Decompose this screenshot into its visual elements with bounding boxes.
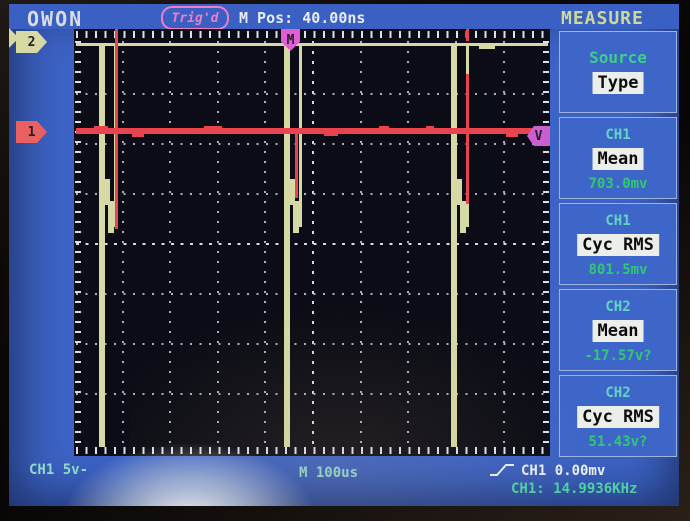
ch2-trace-step	[460, 201, 466, 233]
ch2-cycrms-value: 51.43v?	[588, 434, 648, 450]
ch2-trace-notch	[479, 43, 495, 49]
type-button[interactable]: Type	[592, 72, 644, 94]
ch2-trace-pulse	[284, 43, 290, 447]
ch1-position-marker: 1	[16, 121, 47, 143]
ch2-trace-step	[105, 179, 110, 205]
ch2-trace-pulse	[299, 43, 302, 227]
ch1-trace-noise	[324, 134, 338, 136]
menu-section-ch2-mean: CH2 Mean -17.57v?	[559, 289, 677, 371]
ch1-trace-noise	[132, 134, 144, 137]
oscilloscope-screen: OWON Trig'd M Pos: 40.00ns MEASURE 2 1	[9, 4, 679, 506]
grid-line	[76, 343, 548, 345]
ch2-trace-pulse	[451, 43, 457, 447]
brand-logo: OWON	[27, 7, 84, 31]
trigger-position-label: M	[286, 32, 295, 48]
trigger-status-badge: Trig'd	[161, 6, 229, 30]
measure-menu: Source Type CH1 Mean 703.0mv CH1 Cyc RMS…	[559, 31, 677, 457]
graticule: M V	[74, 29, 550, 456]
grid-line	[76, 293, 548, 295]
top-status-bar: OWON Trig'd M Pos: 40.00ns MEASURE	[9, 4, 679, 31]
trigger-level-marker: V	[527, 126, 550, 146]
ch2-mean-button[interactable]: Mean	[592, 320, 644, 342]
ch2-trace-step	[290, 179, 295, 205]
menu-section-ch1-cycrms: CH1 Cyc RMS 801.5mv	[559, 203, 677, 285]
ch2-cycrms-button[interactable]: Cyc RMS	[577, 406, 659, 428]
channel-label: CH1	[605, 213, 631, 229]
grid-line	[76, 193, 548, 195]
ch1-trace-spike	[295, 128, 298, 198]
ch1-cycrms-button[interactable]: Cyc RMS	[577, 234, 659, 256]
ch1-trace-spike	[466, 74, 469, 204]
timebase-readout: M 100us	[299, 465, 359, 481]
ruler-top	[76, 31, 548, 38]
ruler-bottom	[76, 447, 548, 454]
ch1-trace-noise	[506, 134, 518, 137]
ch2-trace-step	[457, 179, 462, 205]
ch2-trace-step	[108, 201, 114, 233]
ch1-trace-noise	[94, 126, 108, 128]
ch1-mean-button[interactable]: Mean	[592, 148, 644, 170]
grid-center-horizontal-axis	[76, 243, 548, 245]
ch1-cycrms-value: 801.5mv	[588, 262, 648, 278]
ch1-trace	[76, 128, 547, 134]
trigger-position-marker: M	[281, 29, 300, 51]
menu-section-ch2-cycrms: CH2 Cyc RMS 51.43v?	[559, 375, 677, 457]
source-label: Source	[589, 48, 647, 67]
channel-label: CH2	[605, 385, 631, 401]
menu-title: MEASURE	[561, 8, 644, 29]
ch2-mean-value: -17.57v?	[584, 348, 652, 364]
ch1-trace-noise	[426, 126, 434, 128]
trigger-level-label: V	[534, 128, 543, 144]
grid-line	[76, 393, 548, 395]
trigger-level-readout: CH1 0.00mv	[521, 463, 606, 479]
grid-line	[76, 93, 548, 95]
menu-section-ch1-mean: CH1 Mean 703.0mv	[559, 117, 677, 199]
ch2-marker-label: 2	[27, 34, 36, 50]
ch1-trace-noise	[204, 126, 222, 128]
ch2-trace	[76, 43, 548, 46]
ch1-marker-label: 1	[27, 124, 36, 140]
ch2-trace-pulse	[99, 43, 105, 447]
grid-line	[76, 143, 548, 145]
ch1-scale-readout: CH1 5v-	[29, 462, 89, 478]
channel-label: CH1	[605, 127, 631, 143]
trigger-frequency-readout: CH1: 14.9936KHz	[511, 481, 638, 497]
ch2-trace-step	[293, 201, 299, 233]
menu-section-source: Source Type	[559, 31, 677, 113]
horizontal-position-readout: M Pos: 40.00ns	[239, 9, 366, 27]
ch1-trace-ruler-tick	[466, 29, 469, 41]
ch2-position-marker: 2	[16, 31, 47, 53]
ch1-trace-noise	[379, 126, 389, 128]
ch1-trace-spike	[115, 29, 118, 229]
rising-edge-trigger-icon	[490, 464, 514, 476]
channel-label: CH2	[605, 299, 631, 315]
ch1-mean-value: 703.0mv	[588, 176, 648, 192]
